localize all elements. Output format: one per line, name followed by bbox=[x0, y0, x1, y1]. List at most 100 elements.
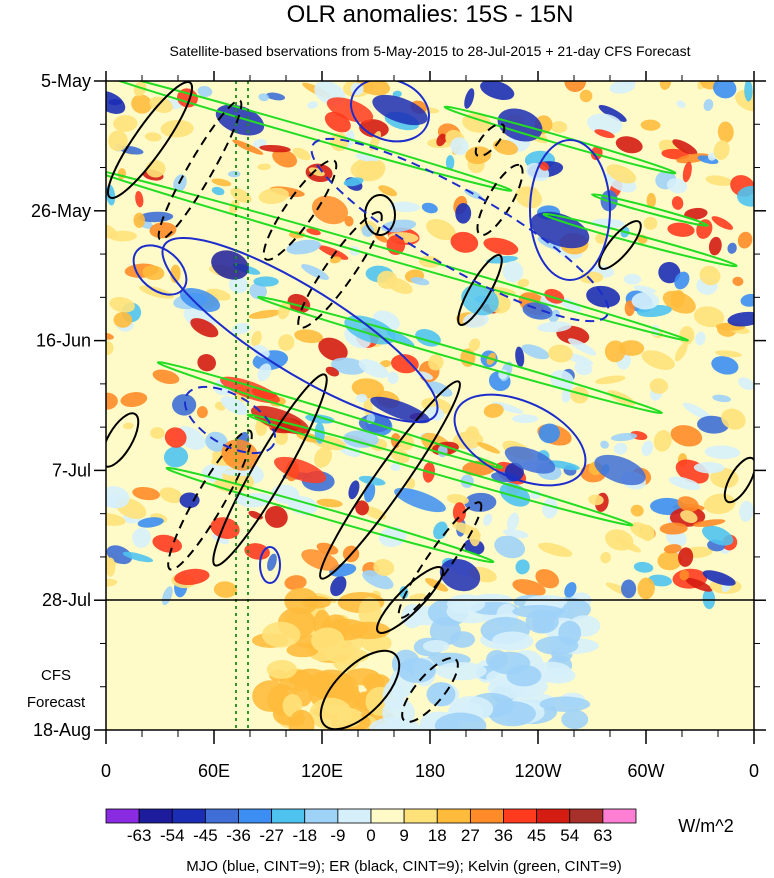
olr-anomaly-cell bbox=[170, 264, 181, 283]
olr-anomaly-cell bbox=[356, 81, 391, 96]
y-tick-label: 18-Aug bbox=[33, 720, 91, 740]
olr-anomaly-cell bbox=[450, 137, 469, 156]
olr-anomaly-cell bbox=[331, 357, 367, 375]
olr-anomaly-cell bbox=[705, 175, 733, 186]
plot-area bbox=[106, 81, 754, 730]
olr-anomaly-core bbox=[394, 487, 446, 513]
olr-anomaly-cell bbox=[284, 575, 307, 591]
olr-anomaly-cell bbox=[152, 369, 180, 385]
olr-anomaly-cell bbox=[671, 196, 684, 210]
olr-anomaly-cell bbox=[228, 276, 249, 294]
forecast-anomaly-cell bbox=[434, 712, 487, 730]
olr-anomaly-cell bbox=[132, 527, 151, 548]
olr-anomaly-cell bbox=[693, 461, 725, 474]
olr-anomaly-cell bbox=[222, 469, 252, 477]
olr-anomaly-cell bbox=[678, 547, 694, 567]
forecast-label-line1: CFS bbox=[41, 667, 71, 684]
olr-anomaly-cell bbox=[452, 502, 467, 523]
olr-anomaly-cell bbox=[425, 406, 445, 421]
mjo-contour bbox=[132, 244, 188, 296]
olr-anomaly-cell bbox=[604, 529, 634, 551]
olr-anomaly-cell bbox=[668, 476, 701, 491]
olr-anomaly-cell bbox=[623, 273, 642, 285]
y-tick-label: 7-Jul bbox=[52, 460, 91, 480]
olr-anomaly-cell bbox=[428, 354, 444, 371]
x-tick-label: 0 bbox=[101, 761, 111, 781]
er-contour bbox=[167, 429, 253, 571]
olr-anomaly-cell bbox=[359, 119, 389, 138]
olr-anomaly-cell bbox=[693, 519, 726, 527]
olr-anomaly-cell bbox=[294, 329, 323, 344]
olr-anomaly-cell bbox=[213, 581, 237, 598]
kelvin-contour bbox=[165, 466, 495, 564]
olr-anomaly-cell bbox=[680, 510, 698, 523]
mjo-contour bbox=[529, 139, 611, 281]
olr-anomaly-cell bbox=[387, 371, 399, 384]
x-axis: 0 60E 120E 180 120W 60W 0 bbox=[101, 71, 759, 781]
y-tick-label: 16-Jun bbox=[36, 331, 91, 351]
olr-anomaly-cell bbox=[649, 378, 669, 394]
olr-anomaly-cell bbox=[426, 381, 453, 397]
olr-anomaly-cell bbox=[356, 160, 385, 182]
olr-anomaly-cell bbox=[436, 133, 447, 147]
mjo-contour bbox=[453, 393, 587, 487]
er-contour bbox=[457, 254, 503, 326]
olr-anomaly-cell bbox=[417, 371, 433, 380]
olr-anomaly-cell bbox=[659, 81, 672, 90]
olr-anomaly-cell bbox=[196, 406, 208, 419]
olr-anomaly-cell bbox=[190, 318, 219, 338]
forecast-anomaly-cell bbox=[506, 664, 542, 687]
colorbar-swatch bbox=[271, 808, 306, 824]
olr-anomaly-cell bbox=[648, 574, 672, 587]
forecast-anomaly-cell bbox=[561, 709, 589, 730]
olr-anomaly-cell bbox=[150, 427, 165, 439]
olr-anomaly-cell bbox=[548, 344, 573, 363]
olr-anomaly-cell bbox=[587, 113, 623, 135]
colorbar-label: -45 bbox=[193, 826, 218, 845]
olr-anomaly-cell bbox=[258, 93, 269, 102]
kelvin-contour bbox=[591, 193, 709, 227]
olr-anomaly-core bbox=[211, 250, 249, 280]
olr-anomaly-cell bbox=[330, 575, 347, 597]
er-contour bbox=[723, 456, 754, 504]
colorbar-swatch bbox=[304, 808, 339, 824]
olr-anomaly-cell bbox=[446, 494, 469, 505]
olr-anomaly-cell bbox=[452, 431, 484, 450]
olr-anomaly-cell bbox=[507, 512, 520, 532]
olr-anomaly-cell bbox=[232, 139, 264, 155]
olr-anomaly-cell bbox=[258, 187, 289, 205]
colorbar: -63 -54 -45 -36 -27 -18 -9 0 9 18 27 36 45 54 63 bbox=[105, 808, 637, 845]
olr-anomaly-cell bbox=[570, 386, 589, 404]
olr-anomaly-cell bbox=[595, 233, 607, 244]
olr-anomaly-cell bbox=[253, 344, 270, 359]
olr-anomaly-cell bbox=[595, 375, 626, 385]
colorbar-swatch bbox=[204, 808, 239, 824]
olr-anomaly-cell bbox=[122, 551, 154, 563]
olr-anomaly-cell bbox=[744, 81, 753, 102]
olr-anomaly-cell bbox=[685, 578, 713, 592]
olr-anomaly-cell bbox=[410, 277, 430, 286]
olr-anomaly-cell bbox=[131, 94, 153, 114]
olr-anomaly-cell bbox=[144, 132, 162, 142]
olr-anomaly-cell bbox=[211, 186, 225, 196]
olr-anomaly-cell bbox=[737, 231, 753, 249]
olr-anomaly-cell bbox=[257, 363, 272, 382]
olr-anomaly-cell bbox=[307, 101, 319, 109]
olr-anomaly-core bbox=[250, 405, 310, 435]
olr-anomaly-cell bbox=[265, 92, 286, 101]
olr-anomaly-cell bbox=[385, 277, 413, 295]
olr-anomaly-cell bbox=[465, 146, 492, 165]
olr-anomaly-cell bbox=[316, 498, 343, 508]
kelvin-contour bbox=[542, 212, 738, 268]
colorbar-label: 45 bbox=[527, 826, 546, 845]
olr-anomaly-cell bbox=[227, 170, 241, 178]
olr-anomaly-core bbox=[326, 97, 374, 123]
er-contour bbox=[397, 501, 483, 619]
forecast-anomaly-cell bbox=[309, 697, 353, 730]
olr-anomaly-cell bbox=[159, 487, 183, 504]
olr-anomaly-cell bbox=[676, 100, 686, 109]
olr-anomaly-core bbox=[504, 446, 556, 474]
kelvin-contour bbox=[156, 361, 504, 469]
olr-anomaly-cell bbox=[548, 460, 580, 471]
olr-anomaly-cell bbox=[343, 177, 364, 187]
